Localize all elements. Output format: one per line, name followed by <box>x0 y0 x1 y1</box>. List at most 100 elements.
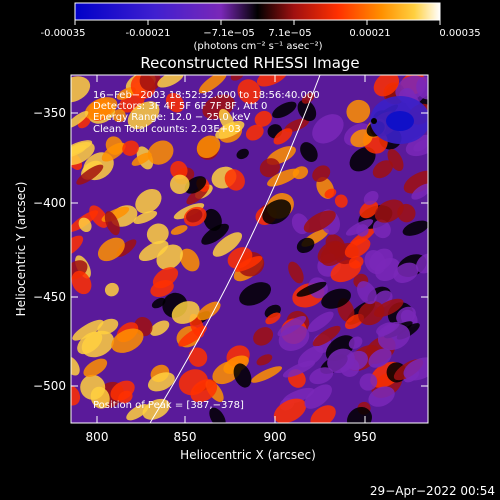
peak-position-label: Position of Peak = [387,−378] <box>93 400 244 411</box>
emission-blob <box>348 336 363 349</box>
emission-blob <box>259 158 281 178</box>
emission-blob <box>301 92 315 104</box>
emission-blob <box>344 238 371 259</box>
emission-blob <box>122 140 139 156</box>
emission-blob <box>312 325 341 347</box>
emission-blob <box>127 101 160 130</box>
y-axis-ticks <box>71 112 428 387</box>
emission-blob <box>403 357 428 381</box>
emission-blob <box>234 255 263 272</box>
emission-blob <box>131 152 152 166</box>
emission-blob <box>90 386 110 409</box>
emission-blob <box>393 262 419 283</box>
emission-blob <box>104 282 119 297</box>
emission-blob <box>170 160 188 180</box>
emission-blob <box>288 261 304 284</box>
emission-blob <box>110 380 135 401</box>
emission-blob <box>188 347 208 367</box>
emission-blob <box>133 210 158 224</box>
emission-blob <box>116 87 136 100</box>
emission-blob <box>312 165 331 183</box>
emission-blob <box>201 223 229 245</box>
y-tick-label: −400 <box>33 196 66 210</box>
colorbar-tick-marks <box>74 20 441 25</box>
emission-blob <box>224 169 245 191</box>
emission-blob <box>368 348 392 368</box>
emission-blob <box>312 114 344 144</box>
emission-blob <box>324 188 337 199</box>
emission-blob <box>304 384 332 409</box>
emission-blob <box>368 386 395 407</box>
emission-blob <box>236 148 249 160</box>
emission-blob <box>350 129 373 148</box>
emission-blob <box>135 188 162 214</box>
plot-title: Reconstructed RHESSI Image <box>140 54 359 72</box>
emission-blob <box>170 225 188 235</box>
emission-blob <box>374 199 404 223</box>
emission-blob <box>190 379 218 403</box>
emission-blob <box>321 288 351 309</box>
emission-blob <box>377 323 411 351</box>
emission-blob <box>387 148 404 172</box>
emission-blob <box>142 398 170 420</box>
solar-limb-line <box>149 75 321 423</box>
emission-blob <box>348 255 364 269</box>
emission-blob <box>256 354 273 366</box>
emission-blob <box>359 200 379 219</box>
rhessi-image <box>71 75 428 423</box>
emission-blob <box>138 240 169 262</box>
emission-blob <box>152 267 179 289</box>
emission-blob <box>284 118 310 133</box>
emission-blob <box>111 328 144 353</box>
emission-blob <box>97 237 125 262</box>
emission-blob <box>356 281 377 305</box>
emission-blob <box>151 297 166 309</box>
emission-blob <box>237 79 261 104</box>
footer-date: 29−Apr−2022 00:54 <box>370 484 495 498</box>
emission-blob <box>71 76 91 103</box>
emission-blob <box>71 110 89 129</box>
emission-blob <box>184 176 207 194</box>
info-line: Energy Range: 12.0 − 25.0 keV <box>93 112 250 123</box>
emission-blob <box>233 363 252 388</box>
emission-blob <box>196 135 221 159</box>
emission-blob <box>157 75 184 88</box>
emission-blob <box>178 325 207 347</box>
emission-blob <box>101 142 126 162</box>
emission-blob <box>309 367 334 385</box>
emission-blob <box>209 407 226 423</box>
emission-blob <box>307 311 334 332</box>
colorbar-tick-label: 7.1e−05 <box>268 28 311 39</box>
emission-blob <box>347 407 372 423</box>
emission-blob <box>349 147 376 172</box>
emission-blob <box>373 75 400 97</box>
emission-blob <box>83 358 108 377</box>
emission-blob <box>71 385 81 406</box>
y-tick-label: −500 <box>33 379 66 393</box>
emission-blob <box>112 109 126 123</box>
colorbar: -0.00035 -0.00021 −7.1e−05 7.1e−05 0.000… <box>41 2 481 52</box>
emission-blob <box>372 160 394 179</box>
emission-blob <box>396 306 416 325</box>
emission-blob <box>415 253 428 274</box>
info-line: Detectors: 3F 4F 5F 6F 7F 8F, Att 0 <box>93 101 267 112</box>
x-tick-label: 900 <box>264 430 287 444</box>
emission-blob <box>71 270 92 295</box>
emission-blob <box>265 312 281 325</box>
emission-blob <box>78 217 92 233</box>
info-block: 16−Feb−2003 18:52:32.000 to 18:56:40.000… <box>93 90 320 135</box>
emission-blob <box>239 282 272 306</box>
emission-blob <box>327 348 355 374</box>
emission-blob <box>273 398 307 423</box>
emission-blob <box>97 318 119 335</box>
colorbar-gradient <box>74 2 441 21</box>
colorbar-tick-label: 0.00021 <box>349 28 390 39</box>
emission-blob <box>334 194 348 208</box>
emission-blob <box>146 223 169 245</box>
emission-blob <box>372 219 391 239</box>
emission-blob <box>272 101 297 119</box>
emission-blob <box>310 405 336 423</box>
info-line: 16−Feb−2003 18:52:32.000 to 18:56:40.000 <box>93 90 320 101</box>
emission-blob <box>76 164 104 185</box>
